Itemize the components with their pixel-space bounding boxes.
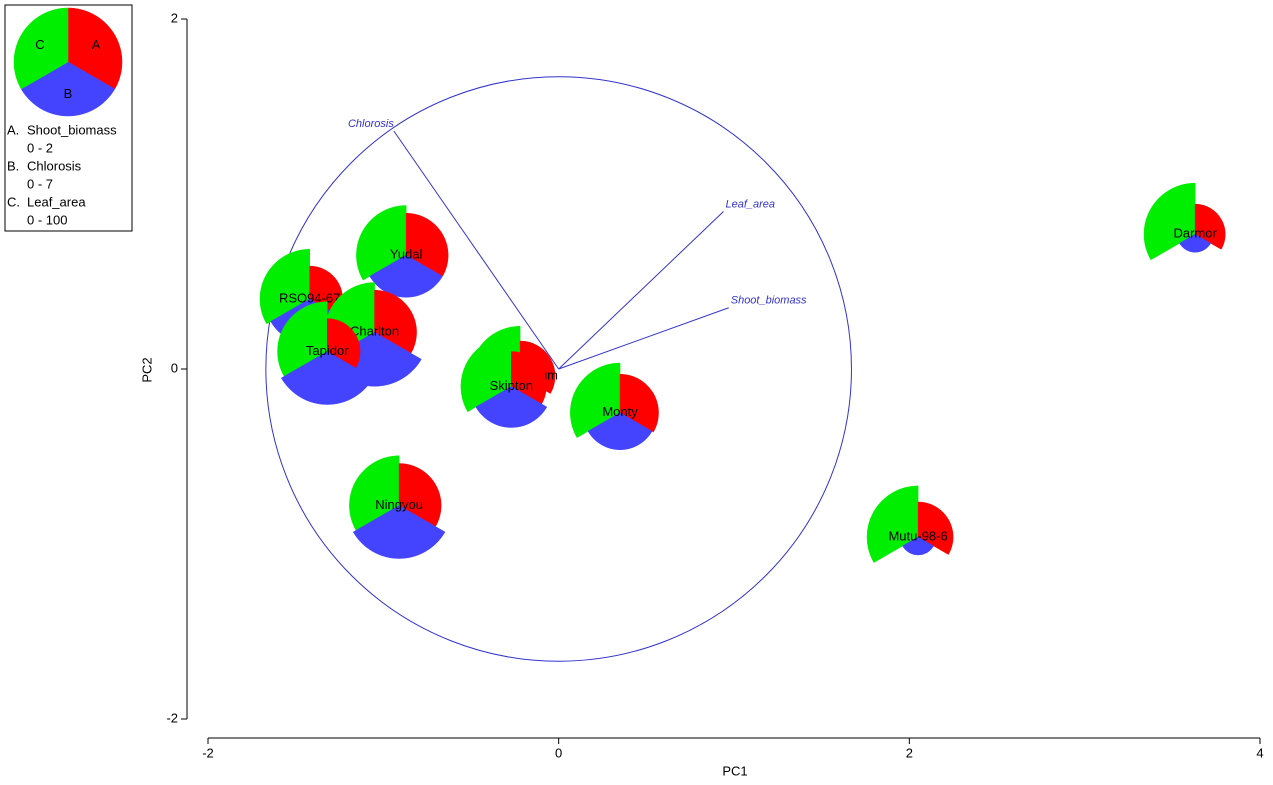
legend-key: C. [7,194,20,209]
loading-label: Chlorosis [348,118,394,130]
star-sector [326,318,361,369]
x-tick-label: 0 [555,745,562,760]
glyph-label: Tapidor [306,343,349,358]
star-sector [356,205,407,281]
glyph-label: Yudal [390,247,423,262]
star-sector [570,362,621,438]
glyph [570,362,659,450]
star-sector [866,485,919,563]
glyph [349,455,446,559]
legend-sector [20,61,116,117]
glyph-label: Skipton [490,378,533,393]
legend-pie-label: B [64,86,73,101]
star-sector [511,351,547,405]
legend-key: A. [7,122,19,137]
loading-label: Leaf_area [725,198,775,210]
star-sector [1179,233,1212,253]
loading-label: Shoot_biomass [731,295,807,307]
star-sector [277,301,328,377]
x-tick-label: 4 [1256,745,1263,760]
star-sector [259,249,310,325]
legend-name: Chlorosis [27,158,82,173]
star-sector [475,386,548,428]
star-sector [1143,182,1196,261]
glyph [356,205,449,298]
glyph [1143,182,1226,261]
y-tick-label: 0 [171,360,178,375]
glyph [866,485,954,563]
y-tick-label: -2 [166,710,178,725]
star-sector [352,505,446,559]
legend-name: Leaf_area [27,194,86,209]
star-sector [349,455,400,531]
x-tick-label: -2 [202,745,214,760]
glyph [460,335,548,428]
legend-range: 0 - 2 [27,140,53,155]
loading-arrow [558,307,729,370]
legend-pie-label: A [92,37,101,52]
legend-sector [13,7,69,90]
legend-key: B. [7,158,19,173]
loading-arrow [558,211,724,370]
glyph-label: Ningyou [375,497,423,512]
star-sector [460,335,512,413]
star-sector [280,351,374,405]
x-tick-label: 2 [906,745,913,760]
legend-pie-label: C [35,37,44,52]
legend-range: 0 - 100 [27,212,67,227]
legend-name: Shoot_biomass [27,122,117,137]
legend-sector [67,7,123,90]
glyph-label: Monty [602,404,638,419]
star-sector [902,536,935,556]
star-sector [374,289,417,354]
glyph-label: RSO94-67 [279,290,340,305]
glyph [277,301,374,405]
star-sector [398,463,442,527]
star-sector [619,373,659,433]
correlation-circle [265,76,852,662]
glyph-label: Mutu-98-6 [888,528,947,543]
star-sector [587,412,653,450]
y-axis-label: PC2 [139,357,154,382]
star-sector [1194,203,1226,250]
glyph-label: Charlton [350,324,399,339]
y-tick-label: 2 [171,10,178,25]
star-sector [405,212,449,277]
star-sector [917,501,954,555]
legend-range: 0 - 7 [27,176,53,191]
loading-arrow [393,130,560,370]
glyph-label: Darmor [1173,226,1217,241]
x-axis-label: PC1 [722,763,747,778]
